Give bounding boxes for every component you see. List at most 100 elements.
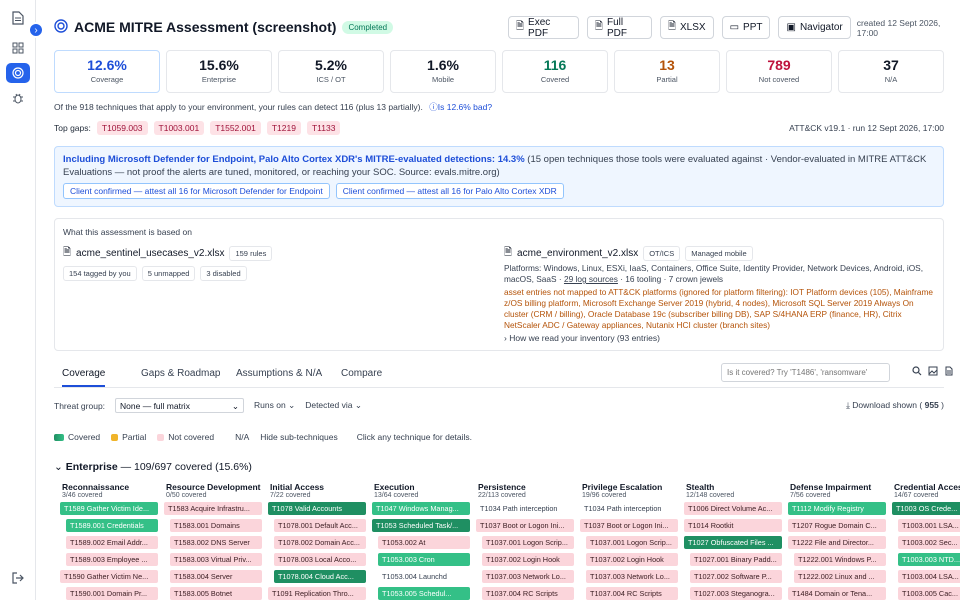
technique-cell[interactable]: T1006 Direct Volume Ac... [684, 502, 782, 515]
sub-technique-cell[interactable]: T1589.002 Email Addr... [66, 536, 158, 549]
technique-cell[interactable]: T1037 Boot or Logon Ini... [580, 519, 678, 532]
gap-chip[interactable]: T1552.001 [210, 121, 261, 135]
sub-technique-cell[interactable]: T1037.002 Login Hook [482, 553, 574, 566]
sub-technique-cell[interactable]: T1037.001 Logon Scrip... [482, 536, 574, 549]
sub-technique-cell[interactable]: T1222.001 Windows P... [794, 553, 886, 566]
document-icon[interactable] [8, 8, 28, 28]
tactic-column: Stealth 12/148 covered T1006 Direct Volume… [678, 482, 782, 600]
search-icon[interactable] [912, 366, 924, 378]
technique-cell[interactable]: T1047 Windows Manag... [372, 502, 470, 515]
navigator-button[interactable]: ▣ Navigator [778, 16, 851, 39]
gap-chip[interactable]: T1059.003 [96, 121, 148, 135]
download-shown-button[interactable]: ⤓ Download shown ( 955 ) [846, 400, 944, 411]
technique-cell[interactable]: T1222 File and Director... [788, 536, 886, 549]
gap-chip[interactable]: T1003.001 [153, 121, 205, 135]
sub-technique-cell[interactable]: T1053.005 Schedul... [378, 587, 470, 600]
enterprise-heading[interactable]: ⌄ Enterprise — 109/697 covered (15.6%) [54, 461, 252, 473]
technique-cell[interactable]: T1112 Modify Registry [788, 502, 886, 515]
sub-technique-cell[interactable]: T1037.003 Network Lo... [586, 570, 678, 583]
sub-technique-cell[interactable]: T1078.004 Cloud Acc... [274, 570, 366, 583]
technique-cell[interactable]: T1034 Path interception [476, 502, 574, 515]
target-icon[interactable] [6, 63, 30, 83]
technique-cell[interactable]: T1014 Rootkit [684, 519, 782, 532]
tab-gaps-roadmap[interactable]: Gaps & Roadmap [141, 368, 221, 379]
sub-technique-cell[interactable]: T1037.004 RC Scripts [482, 587, 574, 600]
technique-cell[interactable]: T1590 Gather Victim Ne... [60, 570, 158, 583]
sub-technique-cell[interactable]: T1589.001 Credentials [66, 519, 158, 532]
gap-chip[interactable]: T1219 [266, 121, 301, 135]
sub-technique-cell[interactable]: T1037.002 Login Hook [586, 553, 678, 566]
sub-technique-cell[interactable]: T1583.003 Virtual Priv... [170, 553, 262, 566]
technique-search-input[interactable] [721, 363, 890, 382]
technique-cell[interactable]: T1003 OS Crede... [892, 502, 960, 515]
legend-na[interactable]: N/A [235, 432, 249, 442]
sub-technique-cell[interactable]: T1037.001 Logon Scrip... [586, 536, 678, 549]
document-icon: 🗎 [504, 247, 513, 258]
sub-technique-cell[interactable]: T1053.004 Launchd [378, 570, 470, 583]
chevron-right-icon[interactable]: › [28, 22, 44, 38]
technique-cell[interactable]: T1583 Acquire Infrastru... [164, 502, 262, 515]
sub-technique-cell[interactable]: T1037.004 RC Scripts [586, 587, 678, 600]
sub-technique-cell[interactable]: T1037.003 Network Lo... [482, 570, 574, 583]
sub-technique-cell[interactable]: T1003.005 Cac... [898, 587, 960, 600]
sub-technique-cell[interactable]: T1583.002 DNS Server [170, 536, 262, 549]
logout-icon[interactable] [8, 568, 28, 588]
full-pdf-button[interactable]: 🗎 Full PDF [586, 16, 652, 39]
sub-technique-cell[interactable]: T1027.003 Steganogra... [690, 587, 782, 600]
technique-cell[interactable]: T1207 Rogue Domain C... [788, 519, 886, 532]
sub-technique-cell[interactable]: T1053.002 At [378, 536, 470, 549]
exec-pdf-button[interactable]: 🗎 Exec PDF [508, 16, 579, 39]
attest-cortex-button[interactable]: Client confirmed — attest all 16 for Pal… [335, 183, 564, 199]
sub-technique-cell[interactable]: T1027.002 Software P... [690, 570, 782, 583]
inventory-toggle[interactable]: › How we read your inventory (93 entries… [504, 333, 660, 343]
image-icon[interactable] [928, 366, 940, 378]
gap-chip[interactable]: T1133 [306, 121, 341, 135]
sub-technique-cell[interactable]: T1222.002 Linux and ... [794, 570, 886, 583]
sub-technique-cell[interactable]: T1003.003 NTD... [898, 553, 960, 566]
threat-group-select[interactable]: None — full matrix ⌄ [115, 398, 245, 413]
chevron-down-icon: ⌄ [231, 401, 240, 411]
sub-technique-cell[interactable]: T1053.003 Cron [378, 553, 470, 566]
technique-cell[interactable]: T1027 Obfuscated Files ... [684, 536, 782, 549]
legend-covered[interactable]: Covered [54, 432, 100, 442]
sub-technique-cell[interactable]: T1003.001 LSA... [898, 519, 960, 532]
technique-cell[interactable]: T1053 Scheduled Task/... [372, 519, 470, 532]
attest-defender-button[interactable]: Client confirmed — attest all 16 for Mic… [63, 183, 330, 199]
sub-technique-cell[interactable]: T1583.005 Botnet [170, 587, 262, 600]
grid-icon[interactable] [8, 38, 28, 58]
ppt-button[interactable]: ▭ PPT [721, 16, 771, 39]
tab-coverage[interactable]: Coverage [62, 368, 106, 387]
sub-technique-cell[interactable]: T1003.002 Sec... [898, 536, 960, 549]
sub-technique-cell[interactable]: T1583.001 Domains [170, 519, 262, 532]
ppt-label: PPT [743, 22, 763, 33]
xlsx-button[interactable]: 🗎 XLSX [659, 16, 714, 39]
sub-technique-cell[interactable]: T1589.003 Employee ... [66, 553, 158, 566]
hide-subtechniques-toggle[interactable]: Hide sub-techniques [260, 432, 338, 442]
legend-partial[interactable]: Partial [111, 432, 146, 442]
stat-value: 789 [767, 57, 791, 73]
why-link[interactable]: ⓘIs 12.6% bad? [429, 102, 493, 112]
bug-icon[interactable] [8, 88, 28, 108]
sub-technique-cell[interactable]: T1078.003 Local Acco... [274, 553, 366, 566]
runs-on-dropdown[interactable]: Runs on ⌄ [254, 400, 295, 411]
stat-label: Mobile [431, 75, 455, 84]
detected-via-dropdown[interactable]: Detected via ⌄ [305, 400, 362, 411]
sub-technique-cell[interactable]: T1078.002 Domain Acc... [274, 536, 366, 549]
tab-compare[interactable]: Compare [341, 368, 383, 379]
technique-cell[interactable]: T1091 Replication Thro... [268, 587, 366, 600]
technique-cell[interactable]: T1034 Path interception [580, 502, 678, 515]
stat-na: 37 N/A [838, 50, 944, 93]
sub-technique-cell[interactable]: T1078.001 Default Acc... [274, 519, 366, 532]
technique-cell[interactable]: T1484 Domain or Tena... [788, 587, 886, 600]
legend-not-covered[interactable]: Not covered [157, 432, 214, 442]
log-sources-link[interactable]: 29 log sources [563, 274, 618, 284]
sub-technique-cell[interactable]: T1590.001 Domain Pr... [66, 587, 158, 600]
sub-technique-cell[interactable]: T1027.001 Binary Padd... [690, 553, 782, 566]
technique-cell[interactable]: T1589 Gather Victim Ide... [60, 502, 158, 515]
sub-technique-cell[interactable]: T1583.004 Server [170, 570, 262, 583]
technique-cell[interactable]: T1078 Valid Accounts [268, 502, 366, 515]
document-icon[interactable] [944, 366, 956, 378]
sub-technique-cell[interactable]: T1003.004 LSA... [898, 570, 960, 583]
tab-assumptions[interactable]: Assumptions & N/A [236, 368, 323, 379]
technique-cell[interactable]: T1037 Boot or Logon Ini... [476, 519, 574, 532]
